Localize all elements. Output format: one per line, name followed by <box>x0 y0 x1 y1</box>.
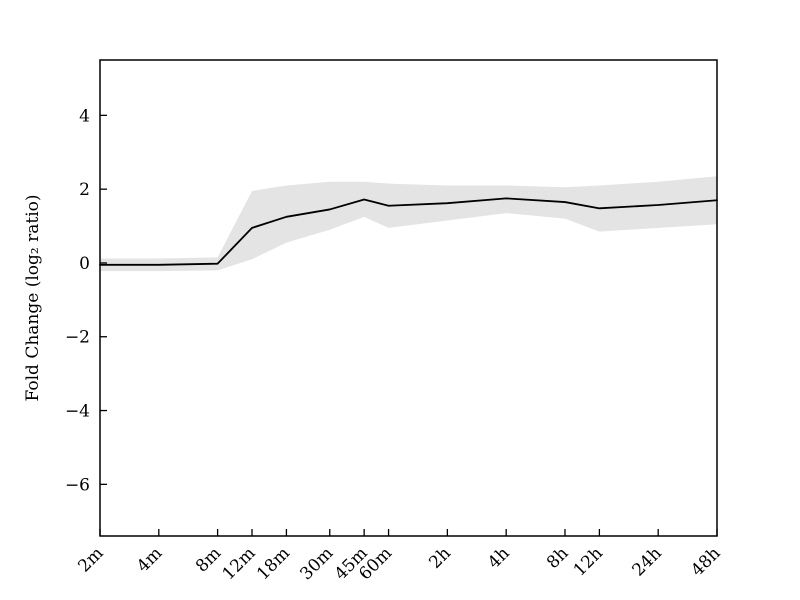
x-tick-label: 18m <box>253 543 294 584</box>
x-tick-label: 2m <box>74 543 107 576</box>
y-tick-label: −6 <box>65 475 90 495</box>
plot-border <box>99 59 718 537</box>
y-tick-label: −2 <box>65 328 90 348</box>
confidence-band <box>100 176 717 272</box>
y-tick-label: 2 <box>79 180 90 200</box>
x-tick-label: 30m <box>296 543 337 584</box>
x-tick-label: 48h <box>687 543 724 580</box>
mean-line <box>99 197 718 266</box>
y-tick-label: −4 <box>65 402 90 422</box>
y-tick-label: 0 <box>79 254 90 274</box>
x-tick-label: 4h <box>484 543 514 573</box>
x-tick-label: 4m <box>133 543 166 576</box>
x-tick-label: 12m <box>219 543 260 584</box>
x-tick-label: 8h <box>543 543 573 573</box>
y-axis-label: Fold Change (log₂ ratio) <box>23 194 43 401</box>
x-tick-label: 2h <box>425 543 455 573</box>
y-tick-label: 4 <box>79 106 90 126</box>
x-tick-label: 24h <box>629 543 666 580</box>
x-tick-label: 12h <box>570 543 607 580</box>
